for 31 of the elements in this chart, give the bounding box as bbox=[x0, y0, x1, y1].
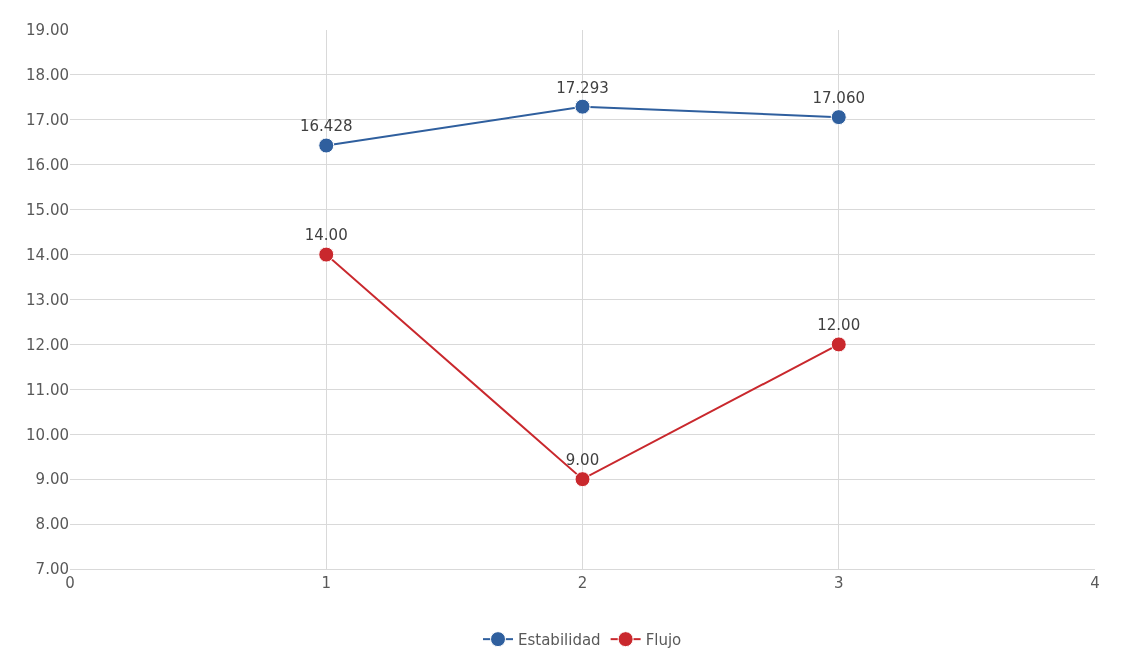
y-tick-label: 15.00 bbox=[26, 200, 69, 219]
data-label: 14.00 bbox=[304, 226, 348, 245]
y-tick-label: 8.00 bbox=[35, 515, 69, 534]
point bbox=[574, 98, 591, 115]
x-tick-label: 4 bbox=[1090, 574, 1100, 592]
y-tick-label: 9.00 bbox=[35, 470, 69, 489]
y-tick-label: 14.00 bbox=[26, 245, 69, 264]
x-tick-label: 3 bbox=[833, 574, 844, 592]
data-label: 12.00 bbox=[817, 316, 861, 335]
x-tick-label: 2 bbox=[577, 574, 588, 592]
legend-label: Flujo bbox=[645, 631, 682, 649]
y-tick-label: 18.00 bbox=[26, 66, 69, 85]
x-tick-label: 1 bbox=[321, 574, 332, 592]
y-tick-label: 17.00 bbox=[26, 111, 69, 130]
y-tick-label: 10.00 bbox=[26, 425, 69, 444]
point bbox=[830, 109, 847, 126]
point bbox=[318, 137, 335, 154]
data-label: 9.00 bbox=[565, 451, 600, 470]
data-label: 17.293 bbox=[556, 78, 609, 97]
point bbox=[830, 336, 847, 353]
x-tick-label: 0 bbox=[65, 574, 75, 592]
y-tick-label: 19.00 bbox=[26, 21, 69, 40]
data-label: 17.060 bbox=[812, 89, 865, 108]
legend-label: Estabilidad bbox=[518, 631, 601, 649]
y-tick-label: 11.00 bbox=[26, 380, 69, 399]
y-tick-label: 12.00 bbox=[26, 335, 69, 354]
y-tick-label: 13.00 bbox=[26, 290, 69, 309]
point bbox=[574, 471, 591, 488]
point bbox=[318, 246, 335, 263]
data-label: 16.428 bbox=[300, 117, 353, 136]
y-tick-label: 16.00 bbox=[26, 156, 69, 174]
